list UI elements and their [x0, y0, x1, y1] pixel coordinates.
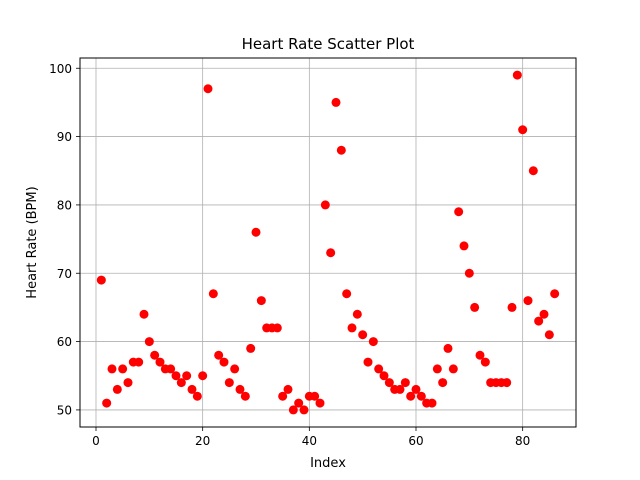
data-point [502, 378, 512, 388]
data-point [102, 398, 112, 408]
data-point [352, 309, 362, 319]
data-point [459, 241, 469, 251]
data-point [384, 378, 394, 388]
data-point [288, 405, 298, 415]
data-point [400, 378, 410, 388]
data-point [539, 309, 549, 319]
data-point [464, 268, 474, 278]
data-point [454, 207, 464, 217]
data-point [528, 166, 538, 176]
x-tick-label: 40 [302, 434, 317, 448]
data-point [470, 302, 480, 312]
data-point [192, 391, 202, 401]
data-point [144, 337, 154, 347]
data-point [235, 384, 245, 394]
data-point [123, 378, 133, 388]
data-point [336, 145, 346, 155]
data-point [214, 350, 224, 360]
x-tick-label: 0 [92, 434, 100, 448]
x-axis-label: Index [310, 456, 346, 471]
data-point [363, 357, 373, 367]
chart-title: Heart Rate Scatter Plot [242, 35, 415, 53]
data-point [448, 364, 458, 374]
data-point [368, 337, 378, 347]
data-point [395, 384, 405, 394]
data-point [139, 309, 149, 319]
data-point [544, 330, 554, 340]
data-point [347, 323, 357, 333]
data-points [96, 70, 560, 415]
data-point [475, 350, 485, 360]
data-point [187, 384, 197, 394]
data-point [278, 391, 288, 401]
data-point [230, 364, 240, 374]
data-point [331, 97, 341, 107]
data-point [550, 289, 560, 299]
y-tick-label: 100 [49, 62, 72, 76]
y-tick-label: 70 [57, 267, 72, 281]
data-point [219, 357, 229, 367]
data-point [96, 275, 106, 285]
data-point [342, 289, 352, 299]
data-point [176, 378, 186, 388]
data-point [208, 289, 218, 299]
data-point [406, 391, 416, 401]
data-point [272, 323, 282, 333]
data-point [512, 70, 522, 80]
data-point [171, 371, 181, 381]
data-point [432, 364, 442, 374]
data-point [416, 391, 426, 401]
data-point [523, 296, 533, 306]
x-axis-ticks: 0 20 40 60 80 [92, 427, 530, 448]
data-point [443, 343, 453, 353]
y-axis-ticks: 50 60 70 80 90 100 [49, 62, 80, 417]
x-tick-label: 80 [515, 434, 530, 448]
data-point [299, 405, 309, 415]
data-point [224, 378, 234, 388]
plot-frame [79, 57, 577, 428]
data-point [118, 364, 128, 374]
data-point [150, 350, 160, 360]
data-point [507, 302, 517, 312]
data-point [112, 384, 122, 394]
data-point [134, 357, 144, 367]
data-point [283, 384, 293, 394]
grid [80, 58, 576, 427]
y-tick-label: 90 [57, 130, 72, 144]
data-point [166, 364, 176, 374]
y-tick-label: 50 [57, 403, 72, 417]
x-tick-label: 20 [195, 434, 210, 448]
data-point [251, 227, 261, 237]
data-point [182, 371, 192, 381]
data-point [155, 357, 165, 367]
y-axis-label: Heart Rate (BPM) [25, 186, 40, 298]
data-point [438, 378, 448, 388]
data-point [107, 364, 117, 374]
data-point [294, 398, 304, 408]
data-point [256, 296, 266, 306]
data-point [320, 200, 330, 210]
data-point [198, 371, 208, 381]
data-point [480, 357, 490, 367]
y-tick-label: 60 [57, 335, 72, 349]
data-point [427, 398, 437, 408]
data-point [326, 248, 336, 258]
data-point [203, 84, 213, 94]
data-point [534, 316, 544, 326]
x-tick-label: 60 [408, 434, 423, 448]
data-point [315, 398, 325, 408]
data-point [358, 330, 368, 340]
data-point [374, 364, 384, 374]
y-tick-label: 80 [57, 198, 72, 212]
data-point [240, 391, 250, 401]
data-point [310, 391, 320, 401]
data-point [411, 384, 421, 394]
data-point [518, 125, 528, 135]
data-point [379, 371, 389, 381]
data-point [246, 343, 256, 353]
